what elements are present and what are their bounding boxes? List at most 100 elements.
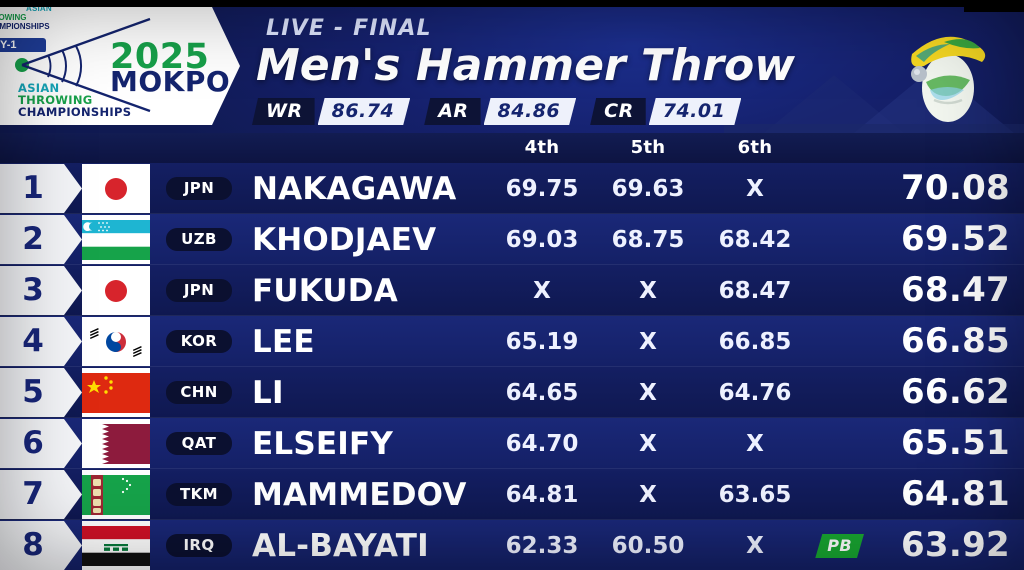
attempt-6th: X xyxy=(746,176,764,202)
flag-cell xyxy=(82,368,150,417)
flag-irq-icon xyxy=(82,526,150,566)
record-cr: CR 74.01 xyxy=(590,98,741,125)
attempt-5th: X xyxy=(639,431,657,457)
athlete-name: LI xyxy=(252,375,284,411)
corner-line-championships: CHAMPIONSHIPS xyxy=(0,22,50,31)
attempt-5th: 60.50 xyxy=(611,533,685,559)
country-code-badge: JPN xyxy=(166,279,232,302)
table-row[interactable]: 7 TKM MAMMEDOV 64.81 X 63.65 64.81 xyxy=(0,469,1024,520)
letterbox-top-right xyxy=(964,0,1024,12)
table-row[interactable]: 4 KOR LEE 65.19 X 66.85 66.85 xyxy=(0,316,1024,367)
table-row[interactable]: 3 JPN FUKUDA X X 68.47 68.47 xyxy=(0,265,1024,316)
attempt-4th: 62.33 xyxy=(505,533,579,559)
table-row[interactable]: 1 JPN NAKAGAWA 69.75 69.63 X 70.08 xyxy=(0,163,1024,214)
attempt-5th: X xyxy=(639,329,657,355)
attempt-6th: X xyxy=(746,431,764,457)
results-table: 1 JPN NAKAGAWA 69.75 69.63 X 70.08 2 UZB KHODJAEV… xyxy=(0,163,1024,570)
flag-cell xyxy=(82,266,150,315)
header-band: 2025 MOKPO ASIAN THROWING CHAMPIONSHIPS … xyxy=(0,0,1024,133)
rank-chevron: 5 xyxy=(0,368,82,417)
flag-cell xyxy=(82,521,150,570)
attempt-6th: 64.76 xyxy=(718,380,792,406)
best-result: 66.62 xyxy=(900,372,1010,412)
rank-number: 5 xyxy=(22,374,44,410)
record-wr: WR 86.74 xyxy=(252,98,410,125)
mascot-icon xyxy=(911,36,986,122)
country-code-badge: QAT xyxy=(166,432,232,455)
corner-line-throwing: THROWING xyxy=(0,13,27,22)
throwing-sector-icon xyxy=(15,17,151,113)
attempt-5th: 68.75 xyxy=(611,227,685,253)
athlete-name: FUKUDA xyxy=(252,273,398,309)
attempt-5th: 69.63 xyxy=(611,176,685,202)
corner-line-asian: ASIAN xyxy=(26,4,52,13)
flag-cell xyxy=(82,470,150,519)
column-header-5th: 5th xyxy=(630,137,666,158)
country-code-badge: TKM xyxy=(166,483,232,506)
column-header-4th: 4th xyxy=(524,137,560,158)
athlete-name: MAMMEDOV xyxy=(252,477,467,513)
rank-number: 2 xyxy=(22,221,44,257)
attempt-4th: 64.65 xyxy=(505,380,579,406)
table-row[interactable]: 2 UZB KHODJAEV 69.03 68.75 68.42 69.52 xyxy=(0,214,1024,265)
records-bar: WR 86.74 AR 84.86 CR 74.01 xyxy=(252,98,741,125)
record-label: CR xyxy=(590,98,646,125)
athlete-name: AL-BAYATI xyxy=(252,528,429,564)
country-code-badge: KOR xyxy=(166,330,232,353)
attempt-4th: 69.03 xyxy=(505,227,579,253)
table-row[interactable]: 8 IRQ AL-BAYATI 62.33 60.50 X PB 63.92 xyxy=(0,520,1024,570)
record-label: WR xyxy=(252,98,315,125)
attempt-5th: X xyxy=(639,380,657,406)
attempt-6th: 68.42 xyxy=(718,227,792,253)
rank-number: 7 xyxy=(22,476,44,512)
record-ar: AR 84.86 xyxy=(424,98,576,125)
rank-number: 6 xyxy=(22,425,44,461)
corner-logo-card xyxy=(0,2,62,36)
column-header-6th: 6th xyxy=(737,137,773,158)
best-result: 64.81 xyxy=(900,474,1010,514)
flag-jpn-icon xyxy=(82,271,150,311)
rank-number: 3 xyxy=(22,272,44,308)
record-value: 74.01 xyxy=(649,98,742,125)
rank-number: 1 xyxy=(22,170,44,206)
attempt-6th: 63.65 xyxy=(718,482,792,508)
corner-day-badge: Y-1 xyxy=(0,38,46,52)
attempt-4th: 69.75 xyxy=(505,176,579,202)
record-label: AR xyxy=(424,98,481,125)
country-code-badge: IRQ xyxy=(166,534,232,557)
attempt-5th: X xyxy=(639,482,657,508)
flag-cell xyxy=(82,419,150,468)
athlete-name: NAKAGAWA xyxy=(252,171,457,207)
attempt-6th: 68.47 xyxy=(718,278,792,304)
attempt-4th: 64.81 xyxy=(505,482,579,508)
attempt-6th: X xyxy=(746,533,764,559)
rank-number: 8 xyxy=(22,527,44,563)
flag-jpn-icon xyxy=(82,169,150,209)
letterbox-top xyxy=(0,0,1024,7)
attempt-4th: X xyxy=(533,278,551,304)
flag-cell xyxy=(82,164,150,213)
attempt-4th: 65.19 xyxy=(505,329,579,355)
rank-chevron: 3 xyxy=(0,266,82,315)
rank-chevron: 8 xyxy=(0,521,82,570)
best-result: 63.92 xyxy=(900,525,1010,565)
table-row[interactable]: 6 QAT ELSEIFY 64.70 X X 65.51 xyxy=(0,418,1024,469)
bridge-deck xyxy=(724,124,1024,133)
rank-chevron: 2 xyxy=(0,215,82,264)
table-row[interactable]: 5 CHN LI 64.65 X 64.76 66.62 xyxy=(0,367,1024,418)
flag-cell xyxy=(82,215,150,264)
best-result: 70.08 xyxy=(900,168,1010,208)
athlete-name: KHODJAEV xyxy=(252,222,437,258)
logo-line-asian: ASIAN xyxy=(18,81,60,95)
logo-line-championships: CHAMPIONSHIPS xyxy=(18,105,132,119)
best-result: 65.51 xyxy=(900,423,1010,463)
best-result: 68.47 xyxy=(900,270,1010,310)
rank-chevron: 7 xyxy=(0,470,82,519)
country-code-badge: UZB xyxy=(166,228,232,251)
rank-chevron: 1 xyxy=(0,164,82,213)
live-status-label: LIVE - FINAL xyxy=(266,16,432,41)
best-result: 69.52 xyxy=(900,219,1010,259)
rank-chevron: 6 xyxy=(0,419,82,468)
record-value: 84.86 xyxy=(484,98,577,125)
rank-number: 4 xyxy=(22,323,44,359)
